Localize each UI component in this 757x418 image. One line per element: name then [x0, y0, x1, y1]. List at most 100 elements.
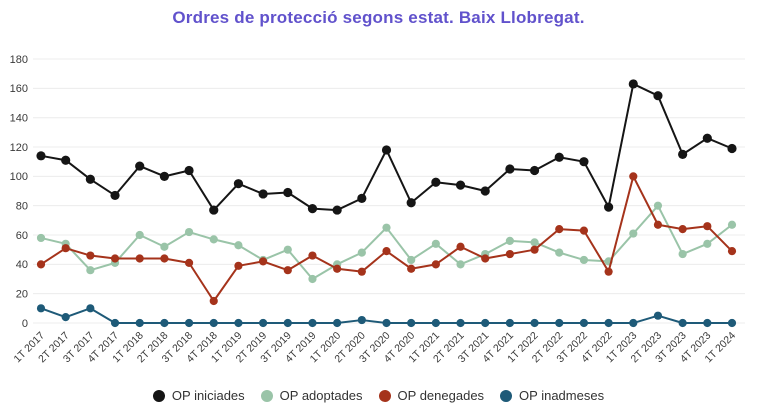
data-point-op-iniciades[interactable]: [554, 152, 564, 162]
data-point-op-inadmeses[interactable]: [481, 318, 490, 328]
data-point-op-adoptades[interactable]: [407, 255, 416, 265]
data-point-op-inadmeses[interactable]: [382, 318, 391, 328]
data-point-op-iniciades[interactable]: [678, 149, 688, 159]
data-point-op-inadmeses[interactable]: [357, 315, 366, 325]
data-point-op-iniciades[interactable]: [431, 177, 441, 187]
data-point-op-iniciades[interactable]: [307, 204, 318, 214]
data-point-op-inadmeses[interactable]: [61, 313, 70, 322]
data-point-op-denegades[interactable]: [579, 226, 589, 235]
data-point-op-inadmeses[interactable]: [604, 318, 613, 328]
data-point-op-iniciades[interactable]: [406, 198, 416, 208]
data-point-op-adoptades[interactable]: [36, 233, 46, 243]
data-point-op-denegades[interactable]: [135, 254, 144, 263]
data-point-op-inadmeses[interactable]: [184, 318, 194, 328]
data-point-op-denegades[interactable]: [555, 225, 564, 234]
data-point-op-inadmeses[interactable]: [86, 304, 95, 313]
data-point-op-inadmeses[interactable]: [259, 318, 268, 328]
data-point-op-iniciades[interactable]: [653, 91, 663, 101]
data-point-op-adoptades[interactable]: [184, 227, 194, 237]
data-point-op-inadmeses[interactable]: [209, 318, 218, 328]
data-point-op-denegades[interactable]: [456, 242, 465, 251]
data-point-op-inadmeses[interactable]: [456, 318, 465, 328]
data-point-op-inadmeses[interactable]: [555, 318, 564, 328]
data-point-op-adoptades[interactable]: [431, 239, 440, 248]
data-point-op-iniciades[interactable]: [357, 193, 367, 203]
data-point-op-iniciades[interactable]: [628, 79, 638, 89]
data-point-op-adoptades[interactable]: [234, 241, 243, 250]
data-point-op-denegades[interactable]: [382, 247, 391, 256]
data-point-op-inadmeses[interactable]: [629, 318, 638, 328]
data-point-op-denegades[interactable]: [61, 244, 70, 253]
data-point-op-denegades[interactable]: [110, 254, 120, 263]
data-point-op-adoptades[interactable]: [283, 245, 292, 254]
data-point-op-denegades[interactable]: [333, 264, 342, 273]
data-point-op-adoptades[interactable]: [579, 255, 589, 265]
data-point-op-iniciades[interactable]: [455, 180, 466, 190]
data-point-op-iniciades[interactable]: [85, 174, 95, 184]
data-point-op-adoptades[interactable]: [727, 220, 737, 229]
data-point-op-inadmeses[interactable]: [653, 311, 663, 320]
data-point-op-inadmeses[interactable]: [36, 304, 46, 313]
data-point-op-denegades[interactable]: [505, 249, 514, 259]
data-point-op-inadmeses[interactable]: [703, 318, 712, 328]
data-point-op-denegades[interactable]: [283, 266, 292, 275]
data-point-op-denegades[interactable]: [727, 247, 737, 256]
data-point-op-iniciades[interactable]: [702, 133, 712, 143]
data-point-op-inadmeses[interactable]: [407, 318, 416, 328]
data-point-op-denegades[interactable]: [407, 264, 416, 273]
data-point-op-denegades[interactable]: [86, 251, 95, 260]
data-point-op-iniciades[interactable]: [332, 205, 342, 215]
data-point-op-iniciades[interactable]: [579, 157, 589, 167]
data-point-op-iniciades[interactable]: [480, 186, 490, 196]
data-point-op-denegades[interactable]: [209, 296, 218, 306]
data-point-op-iniciades[interactable]: [135, 161, 145, 171]
data-point-op-inadmeses[interactable]: [308, 318, 317, 328]
data-point-op-denegades[interactable]: [357, 267, 366, 276]
data-point-op-denegades[interactable]: [653, 220, 663, 229]
data-point-op-denegades[interactable]: [36, 260, 46, 269]
data-point-op-denegades[interactable]: [703, 222, 712, 231]
data-point-op-adoptades[interactable]: [555, 248, 564, 257]
data-point-op-denegades[interactable]: [160, 254, 169, 263]
data-point-op-iniciades[interactable]: [381, 145, 392, 155]
data-point-op-inadmeses[interactable]: [727, 318, 737, 328]
data-point-op-iniciades[interactable]: [36, 151, 46, 161]
data-point-op-adoptades[interactable]: [135, 230, 144, 240]
data-point-op-denegades[interactable]: [678, 225, 687, 234]
data-point-op-iniciades[interactable]: [727, 143, 737, 154]
data-point-op-adoptades[interactable]: [456, 260, 465, 269]
data-point-op-inadmeses[interactable]: [579, 318, 589, 328]
data-point-op-adoptades[interactable]: [382, 223, 391, 232]
data-point-op-iniciades[interactable]: [233, 179, 244, 189]
data-point-op-adoptades[interactable]: [703, 239, 712, 248]
data-point-op-inadmeses[interactable]: [505, 318, 514, 328]
data-point-op-denegades[interactable]: [259, 257, 268, 266]
data-point-op-inadmeses[interactable]: [234, 318, 243, 328]
data-point-op-inadmeses[interactable]: [530, 318, 539, 328]
data-point-op-adoptades[interactable]: [678, 249, 687, 259]
data-point-op-denegades[interactable]: [234, 261, 243, 270]
data-point-op-denegades[interactable]: [308, 251, 317, 260]
data-point-op-inadmeses[interactable]: [431, 318, 440, 328]
data-point-op-adoptades[interactable]: [308, 274, 317, 284]
data-point-op-adoptades[interactable]: [629, 229, 638, 238]
data-point-op-denegades[interactable]: [184, 258, 194, 267]
data-point-op-inadmeses[interactable]: [135, 318, 144, 328]
data-point-op-iniciades[interactable]: [283, 187, 293, 198]
data-point-op-adoptades[interactable]: [86, 266, 95, 275]
data-point-op-iniciades[interactable]: [209, 205, 219, 215]
data-point-op-adoptades[interactable]: [160, 242, 169, 251]
data-point-op-denegades[interactable]: [604, 267, 613, 276]
data-point-op-inadmeses[interactable]: [678, 318, 687, 328]
data-point-op-iniciades[interactable]: [61, 155, 71, 165]
data-point-op-inadmeses[interactable]: [333, 318, 342, 328]
data-point-op-denegades[interactable]: [530, 245, 539, 254]
data-point-op-iniciades[interactable]: [505, 164, 515, 174]
data-point-op-iniciades[interactable]: [159, 171, 169, 181]
data-point-op-iniciades[interactable]: [110, 190, 120, 201]
data-point-op-denegades[interactable]: [481, 254, 490, 263]
data-point-op-iniciades[interactable]: [529, 165, 540, 176]
data-point-op-inadmeses[interactable]: [283, 318, 292, 328]
data-point-op-inadmeses[interactable]: [160, 318, 169, 328]
data-point-op-adoptades[interactable]: [530, 238, 539, 247]
